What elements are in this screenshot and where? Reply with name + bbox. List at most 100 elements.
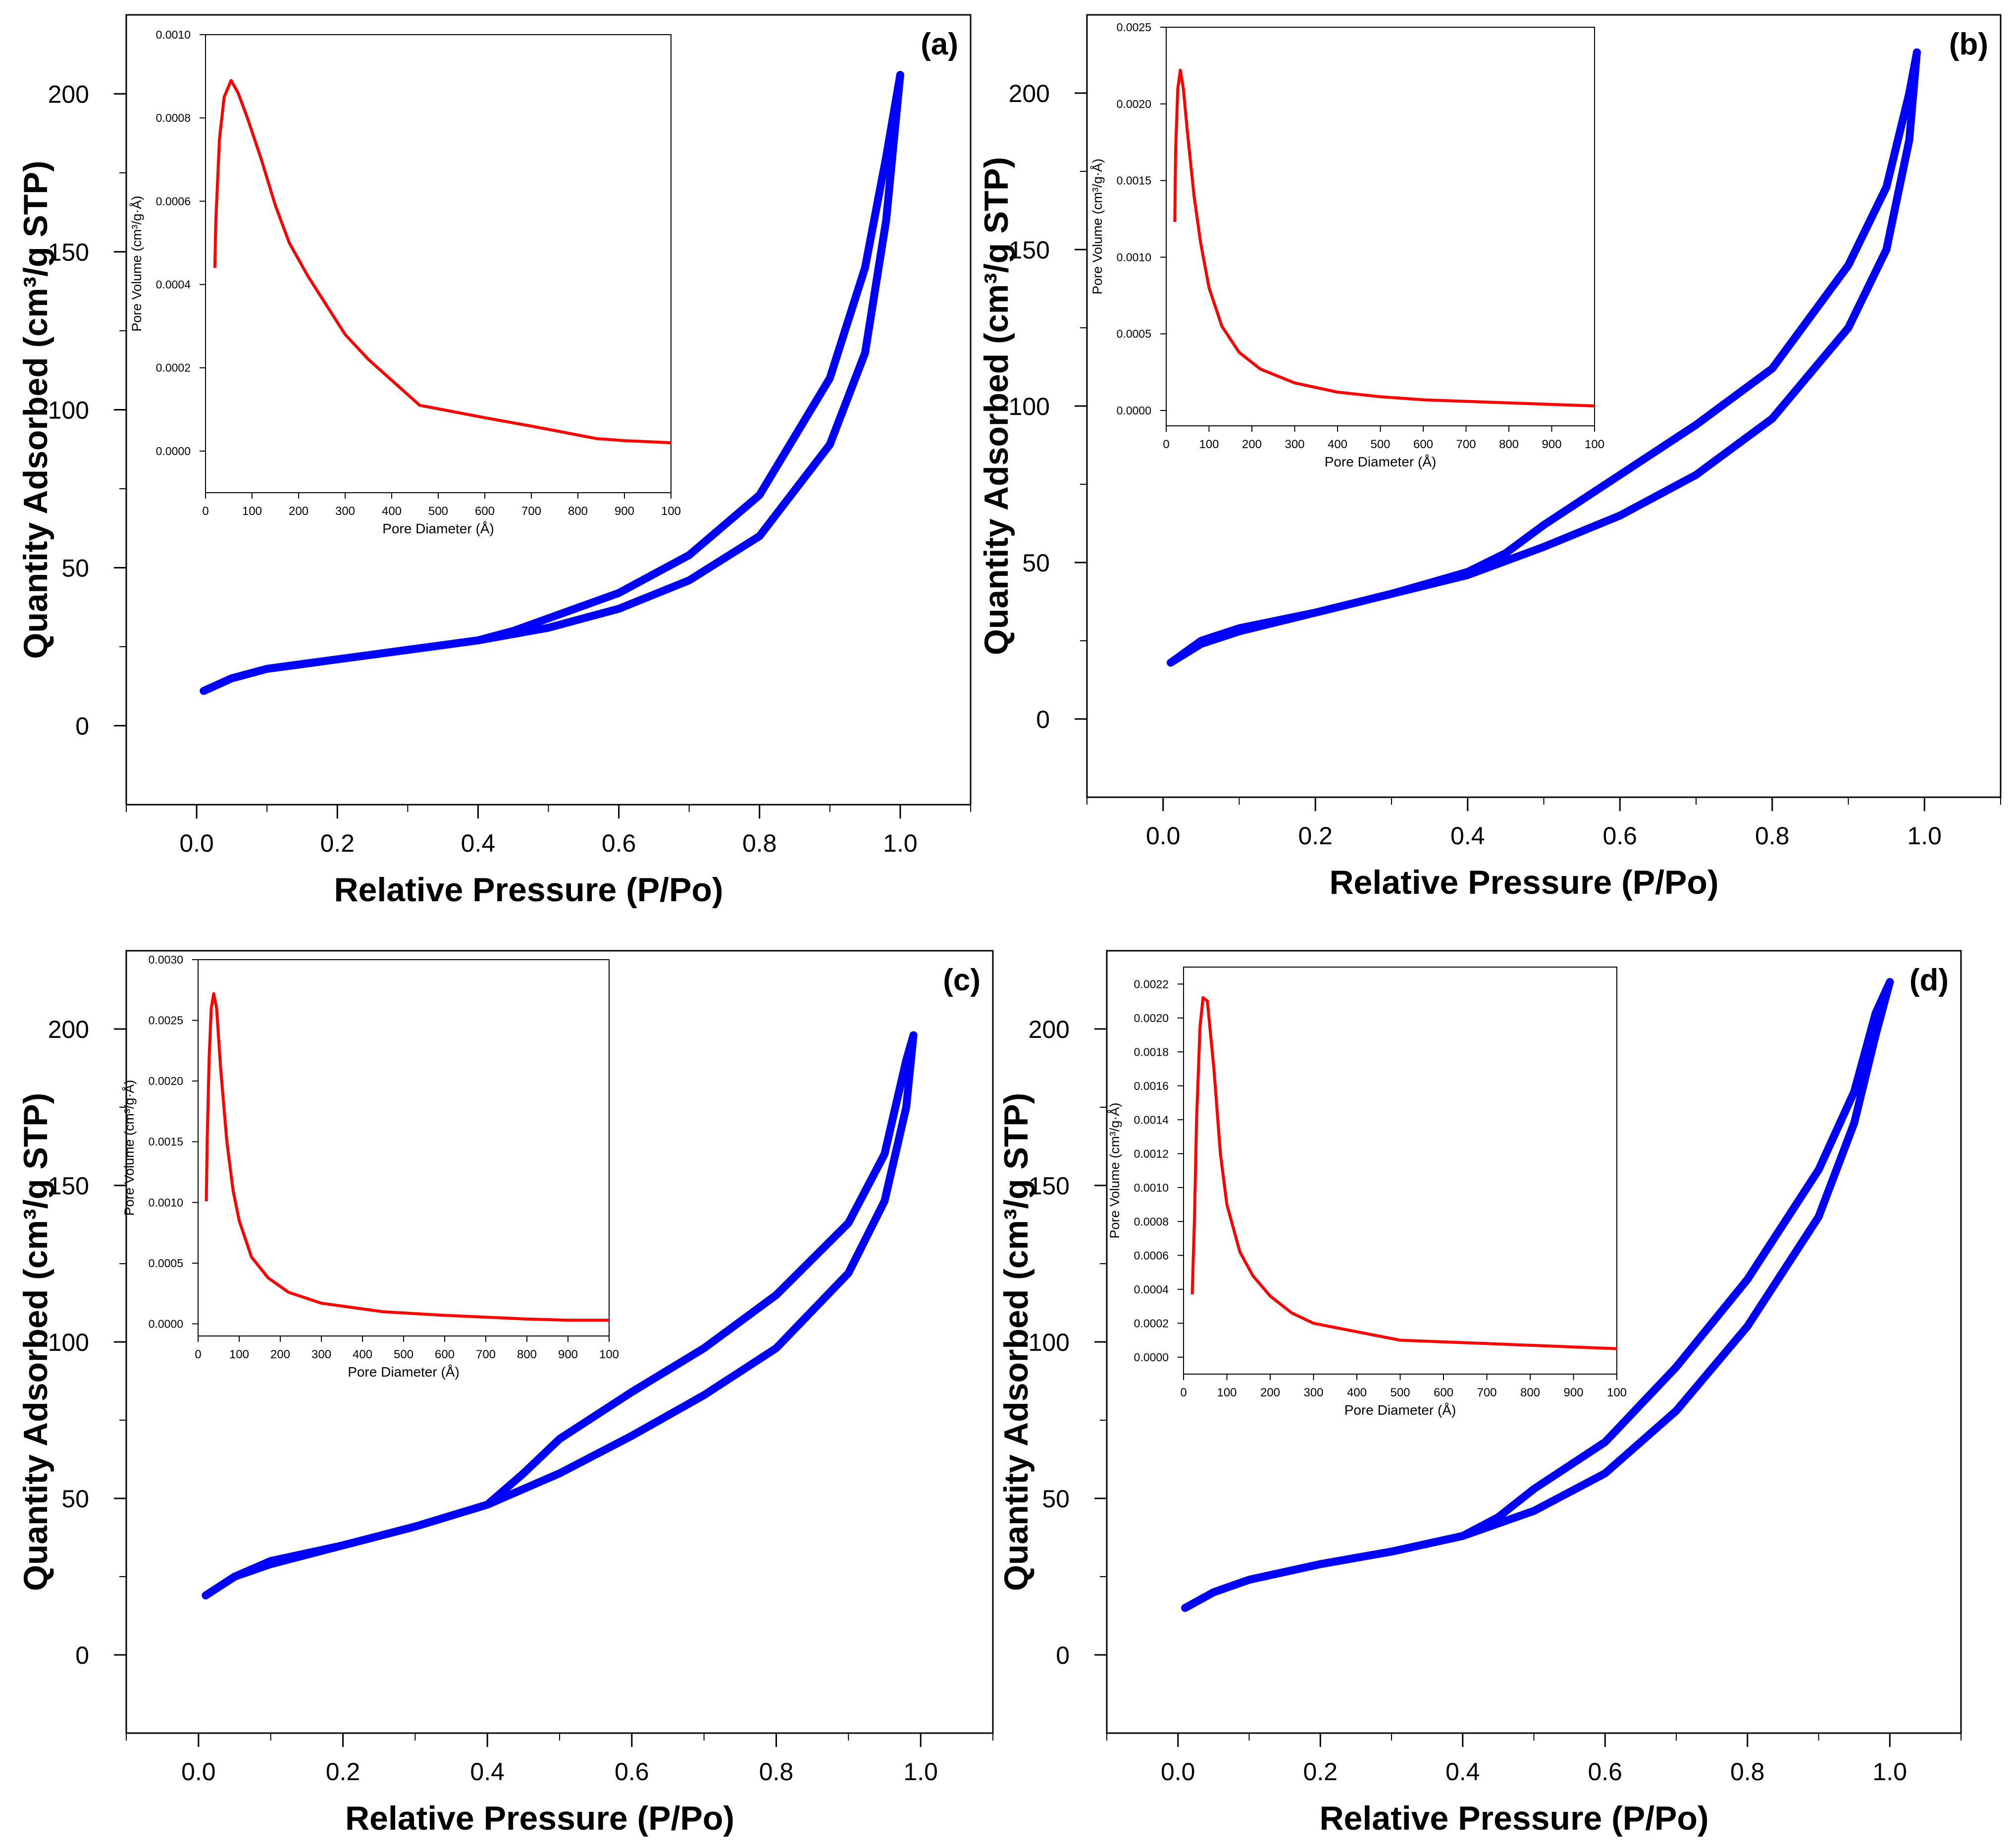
inset-x-tick-label: 100 — [1199, 438, 1219, 451]
x-axis-label: Relative Pressure (P/Po) — [345, 1799, 734, 1837]
inset-y-tick-label: 0.0010 — [1117, 251, 1151, 263]
inset-y-tick-label: 0.0008 — [156, 111, 191, 124]
inset-y-tick-label: 0.0004 — [1134, 1283, 1169, 1296]
inset-y-tick-label: 0.0000 — [1117, 404, 1151, 417]
panel-label: (a) — [921, 27, 958, 61]
inset-x-tick-label: 100 — [229, 1348, 249, 1361]
inset-y-tick-label: 0.0020 — [1117, 98, 1151, 110]
y-tick-label: 50 — [61, 1485, 89, 1513]
series-desorption — [200, 71, 904, 695]
inset-x-tick-label: 400 — [1328, 438, 1347, 451]
inset-x-tick-label: 300 — [1285, 438, 1304, 451]
inset-y-tick-label: 0.0022 — [1134, 977, 1169, 990]
inset-series-pore-volume — [1173, 68, 1595, 408]
x-axis-label: Relative Pressure (P/Po) — [334, 871, 723, 909]
inset-x-axis-label: Pore Diameter (Å) — [1325, 454, 1437, 469]
inset-x-tick-label: 800 — [1499, 438, 1519, 451]
panel-label: (d) — [1910, 963, 1949, 997]
x-tick-label: 1.0 — [1907, 822, 1942, 850]
y-tick-label: 150 — [1009, 236, 1050, 264]
y-tick-label: 150 — [1029, 1172, 1070, 1200]
inset-x-tick-label: 800 — [568, 505, 588, 518]
inset-x-tick-label: 0 — [195, 1348, 201, 1361]
y-tick-label: 200 — [48, 1016, 89, 1043]
x-tick-label: 0.4 — [1450, 822, 1485, 850]
inset-y-tick-label: 0.0000 — [156, 445, 191, 458]
y-tick-label: 100 — [1009, 393, 1050, 420]
x-tick-label: 1.0 — [883, 829, 918, 857]
x-tick-label: 0.6 — [1588, 1758, 1622, 1786]
inset-chart: 0 100 200 300 400 500 600 700 800 900 100 0.0000 0.0… — [121, 953, 619, 1380]
inset-y-tick-label: 0.0012 — [1134, 1147, 1169, 1160]
inset-y-tick-label: 0.0016 — [1134, 1079, 1169, 1092]
inset-x-tick-label: 100 — [1607, 1386, 1627, 1399]
x-tick-label: 0.8 — [742, 829, 777, 857]
y-tick-label: 0 — [1056, 1642, 1070, 1669]
inset-x-tick-label: 600 — [435, 1348, 455, 1361]
inset-x-tick-label: 700 — [521, 505, 541, 518]
inset-y-tick-label: 0.0015 — [149, 1135, 183, 1148]
inset-y-tick-label: 0.0004 — [156, 278, 191, 291]
x-tick-label: 0.6 — [1602, 822, 1637, 850]
inset-x-tick-label: 100 — [599, 1348, 619, 1361]
inset-x-tick-label: 200 — [289, 505, 309, 518]
inset-chart: 0 100 200 300 400 500 600 700 800 900 100 0.0000 0.0… — [1089, 21, 1604, 469]
inset-y-tick-label: 0.0014 — [1134, 1113, 1169, 1126]
y-axis-label: Quantity Adsorbed (cm³/g STP) — [997, 1093, 1035, 1591]
inset-x-tick-label: 300 — [335, 505, 355, 518]
inset-x-tick-label: 500 — [1370, 438, 1390, 451]
panel-a: 0.0 0.2 0.4 0.6 0.8 1.0 0 50 100 150 200 Relative P… — [17, 14, 972, 909]
inset-chart: 0 100 200 300 400 500 600 700 800 900 100 0.0000 0.0… — [1107, 967, 1627, 1418]
inset-y-tick-label: 0.0010 — [149, 1196, 183, 1209]
y-tick-label: 100 — [1029, 1329, 1070, 1356]
inset-x-axis-label: Pore Diameter (Å) — [382, 521, 494, 536]
inset-series-pore-volume — [1190, 996, 1617, 1350]
inset-x-tick-label: 100 — [661, 505, 681, 518]
y-tick-label: 0 — [1036, 706, 1050, 733]
x-tick-label: 0.0 — [179, 829, 214, 857]
y-tick-label: 200 — [48, 81, 89, 108]
inset-x-tick-label: 200 — [1260, 1386, 1280, 1399]
x-tick-label: 0.8 — [1755, 822, 1790, 850]
inset-y-tick-label: 0.0000 — [1134, 1351, 1169, 1364]
inset-y-tick-label: 0.0006 — [156, 195, 191, 207]
x-tick-label: 0.0 — [1146, 822, 1181, 850]
y-tick-label: 200 — [1009, 80, 1050, 107]
y-tick-label: 100 — [48, 1329, 89, 1356]
inset-y-tick-label: 0.0005 — [149, 1257, 183, 1270]
y-tick-label: 0 — [75, 713, 89, 740]
x-tick-label: 0.2 — [326, 1758, 361, 1786]
inset-x-tick-label: 600 — [1434, 1386, 1453, 1399]
inset-frame — [205, 34, 671, 493]
inset-x-tick-label: 300 — [1303, 1386, 1323, 1399]
inset-x-tick-label: 900 — [1542, 438, 1561, 451]
x-tick-label: 1.0 — [903, 1758, 938, 1786]
inset-frame — [1166, 27, 1595, 426]
series-desorption — [1167, 48, 1921, 667]
inset-chart: 0 100 200 300 400 500 600 700 800 900 100 0.0000 0.0… — [129, 28, 681, 536]
inset-y-tick-label: 0.0010 — [1134, 1181, 1169, 1194]
y-tick-label: 150 — [48, 1172, 89, 1200]
x-tick-label: 0.4 — [470, 1758, 505, 1786]
inset-x-tick-label: 700 — [476, 1348, 496, 1361]
series-desorption — [1181, 978, 1894, 1612]
inset-y-tick-label: 0.0025 — [149, 1014, 183, 1027]
inset-x-tick-label: 400 — [1347, 1386, 1367, 1399]
panel-c: 0.0 0.2 0.4 0.6 0.8 1.0 0 50 100 150 200 Relative P… — [17, 950, 994, 1837]
y-tick-label: 50 — [1042, 1485, 1070, 1513]
inset-x-tick-label: 900 — [1563, 1386, 1583, 1399]
inset-y-tick-label: 0.0015 — [1117, 174, 1151, 187]
x-tick-label: 0.6 — [602, 829, 636, 857]
inset-y-tick-label: 0.0000 — [149, 1317, 183, 1330]
inset-x-tick-label: 0 — [1180, 1386, 1187, 1399]
inset-x-tick-label: 700 — [1477, 1386, 1497, 1399]
panel-d: 0.0 0.2 0.4 0.6 0.8 1.0 0 50 100 150 200 Relative P… — [997, 950, 1962, 1837]
inset-frame — [198, 959, 610, 1336]
inset-x-tick-label: 600 — [1413, 438, 1433, 451]
inset-x-tick-label: 700 — [1456, 438, 1476, 451]
y-axis-label: Quantity Adsorbed (cm³/g STP) — [17, 1093, 54, 1591]
x-axis-label: Relative Pressure (P/Po) — [1329, 864, 1718, 901]
x-tick-label: 0.0 — [1161, 1758, 1195, 1786]
x-tick-label: 0.4 — [461, 829, 496, 857]
